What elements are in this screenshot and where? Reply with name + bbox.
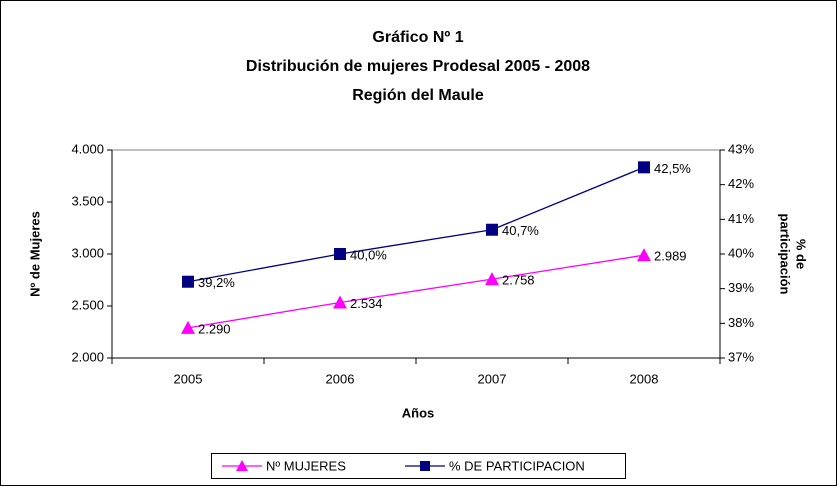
y2-axis-label: participación [778,214,793,295]
data-label: 2.989 [654,249,687,264]
point-marker [181,320,195,334]
legend-marker [420,461,430,471]
y-tick-label: 2.000 [71,349,104,364]
data-label: 2.534 [350,296,383,311]
data-label: 39,2% [198,275,235,290]
data-label: 2.290 [198,321,231,336]
y-tick-label: 2.500 [71,297,104,312]
chart-title: Distribución de mujeres Prodesal 2005 - … [246,58,590,75]
x-tick-label: 2005 [174,371,203,386]
series-line [187,254,645,329]
y2-tick-label: 40% [728,245,754,260]
point-marker [333,295,347,309]
legend-label: % DE PARTICIPACION [449,458,585,473]
y2-tick-label: 38% [728,315,754,330]
y-axis-label: Nº de Mujeres [27,211,42,297]
y2-tick-label: 42% [728,176,754,191]
y2-tick-label: 41% [728,211,754,226]
x-axis-label: Años [402,405,435,420]
y-tick-label: 4.000 [71,141,104,156]
data-label: 42,5% [654,161,691,176]
y2-tick-label: 43% [728,141,754,156]
point-marker [637,248,651,262]
data-label: 2.758 [502,273,535,288]
data-label: 40,7% [502,223,539,238]
chart-title: Región del Maule [352,87,484,104]
point-marker [334,248,346,260]
point-marker [486,223,498,236]
point-marker [182,275,194,288]
y2-axis-label: % de [794,239,809,269]
y-tick-label: 3.500 [71,193,104,208]
y-tick-label: 3.000 [71,245,104,260]
x-tick-label: 2007 [478,371,507,386]
series-line [187,166,645,283]
data-label: 40,0% [350,247,387,262]
chart-title: Gráfico Nº 1 [372,29,463,46]
y2-tick-label: 37% [728,349,754,364]
legend-box [211,453,626,479]
legend-marker [236,460,248,471]
x-tick-label: 2006 [326,371,355,386]
x-tick-label: 2008 [630,371,659,386]
legend-label: Nº MUJERES [266,458,346,473]
y2-tick-label: 39% [728,280,754,295]
point-marker [485,272,499,286]
point-marker [638,161,650,174]
